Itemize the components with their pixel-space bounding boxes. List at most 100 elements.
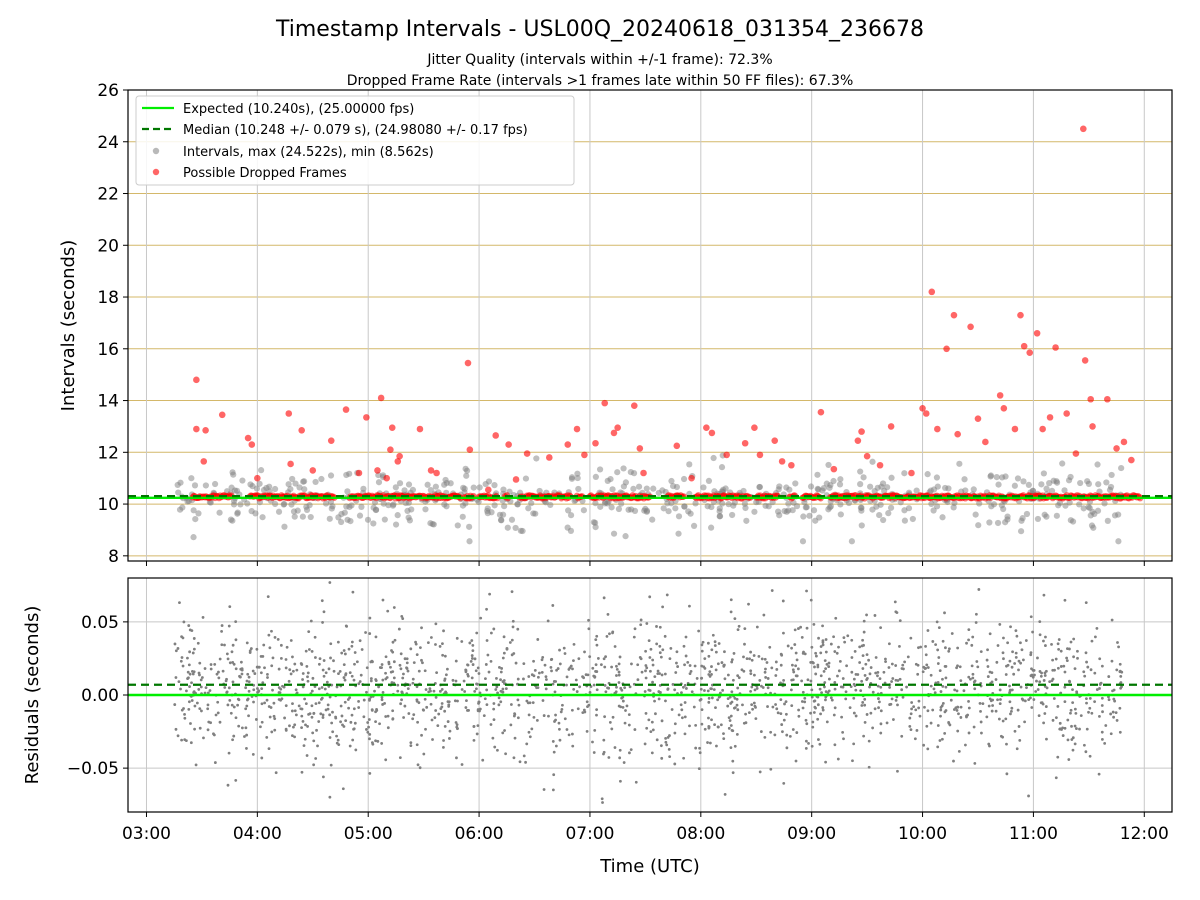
residual-point bbox=[632, 635, 636, 639]
interval-point bbox=[775, 508, 782, 515]
interval-point bbox=[402, 499, 409, 507]
residual-point bbox=[479, 616, 483, 620]
interval-point bbox=[574, 474, 581, 482]
interval-point bbox=[441, 501, 448, 508]
interval-point bbox=[731, 499, 738, 506]
residual-point bbox=[1043, 674, 1047, 677]
residual-point bbox=[448, 737, 451, 740]
interval-point bbox=[716, 513, 724, 520]
residual-point bbox=[655, 642, 659, 646]
residual-point bbox=[476, 666, 480, 670]
residual-point bbox=[747, 711, 751, 714]
residual-point bbox=[245, 641, 249, 645]
residual-point bbox=[664, 736, 667, 740]
residual-point bbox=[854, 672, 858, 676]
residual-point bbox=[608, 632, 611, 636]
residual-point bbox=[722, 664, 726, 668]
interval-point bbox=[659, 487, 666, 494]
interval-point bbox=[620, 465, 627, 472]
residual-point bbox=[270, 730, 274, 734]
residual-point bbox=[206, 707, 210, 711]
residual-point bbox=[177, 680, 181, 684]
residual-point bbox=[665, 593, 669, 597]
residual-point bbox=[582, 676, 585, 680]
interval-point bbox=[404, 507, 411, 514]
residual-point bbox=[475, 732, 479, 736]
residual-point bbox=[644, 711, 648, 715]
interval-point bbox=[976, 500, 983, 507]
residual-point bbox=[758, 770, 762, 774]
residual-point bbox=[1093, 635, 1097, 639]
residual-point bbox=[673, 731, 677, 735]
interval-point bbox=[867, 483, 874, 490]
residual-point bbox=[470, 657, 474, 660]
residual-point bbox=[939, 690, 943, 693]
residual-point bbox=[814, 654, 818, 658]
residual-point bbox=[332, 669, 336, 673]
residual-point bbox=[340, 714, 344, 718]
dropped-frame-point bbox=[1081, 357, 1089, 364]
residual-point bbox=[260, 720, 264, 724]
residual-point bbox=[525, 699, 529, 703]
residual-point bbox=[655, 738, 659, 742]
interval-point bbox=[326, 515, 333, 522]
residual-point bbox=[953, 688, 957, 692]
interval-point bbox=[692, 500, 699, 507]
residual-point bbox=[510, 590, 514, 594]
residual-point bbox=[300, 726, 303, 730]
residual-point bbox=[416, 720, 419, 724]
residual-point bbox=[707, 673, 711, 676]
residual-point bbox=[1058, 727, 1062, 731]
residual-point bbox=[792, 670, 796, 674]
residual-point bbox=[288, 668, 292, 672]
residual-point bbox=[1030, 706, 1034, 709]
dropped-frame-point bbox=[908, 469, 915, 477]
dropped-frame-point bbox=[309, 467, 317, 474]
residual-point bbox=[956, 729, 960, 733]
residual-point bbox=[766, 705, 769, 708]
dropped-frame-point bbox=[202, 427, 209, 434]
residual-point bbox=[374, 739, 377, 743]
residual-point bbox=[228, 661, 232, 665]
residual-point bbox=[497, 696, 501, 700]
residual-point bbox=[306, 679, 310, 683]
residual-point bbox=[347, 647, 351, 651]
residual-point bbox=[1051, 677, 1055, 681]
residual-point bbox=[269, 706, 273, 709]
residual-point bbox=[229, 711, 233, 715]
residual-point bbox=[492, 707, 496, 711]
interval-point bbox=[950, 504, 957, 511]
residual-point bbox=[1045, 686, 1049, 690]
residual-point bbox=[1027, 794, 1030, 798]
residual-point bbox=[1038, 670, 1042, 673]
interval-point bbox=[454, 522, 461, 529]
residual-point bbox=[342, 676, 346, 679]
residual-point bbox=[558, 727, 561, 731]
residual-point bbox=[455, 723, 459, 727]
residual-point bbox=[562, 646, 566, 650]
residual-point bbox=[674, 671, 678, 674]
dropped-frame-point bbox=[817, 408, 825, 416]
residual-point bbox=[591, 666, 595, 670]
interval-point bbox=[933, 503, 941, 510]
interval-point bbox=[484, 510, 491, 517]
residual-point bbox=[1014, 651, 1018, 655]
interval-point bbox=[370, 520, 377, 527]
residual-point bbox=[185, 689, 188, 693]
interval-point bbox=[729, 511, 736, 519]
residual-point bbox=[627, 723, 631, 727]
intervals-y-tick-label: 8 bbox=[108, 547, 119, 567]
residual-point bbox=[415, 653, 419, 657]
residual-point bbox=[905, 685, 908, 689]
residual-point bbox=[764, 676, 768, 679]
interval-point bbox=[259, 514, 266, 521]
residual-point bbox=[484, 663, 488, 666]
residual-point bbox=[1044, 635, 1047, 639]
residual-point bbox=[967, 731, 971, 735]
residual-point bbox=[918, 714, 922, 718]
residual-point bbox=[648, 689, 652, 692]
residual-point bbox=[436, 724, 440, 728]
residual-point bbox=[832, 635, 835, 639]
residual-point bbox=[244, 726, 248, 730]
residual-point bbox=[630, 662, 633, 666]
